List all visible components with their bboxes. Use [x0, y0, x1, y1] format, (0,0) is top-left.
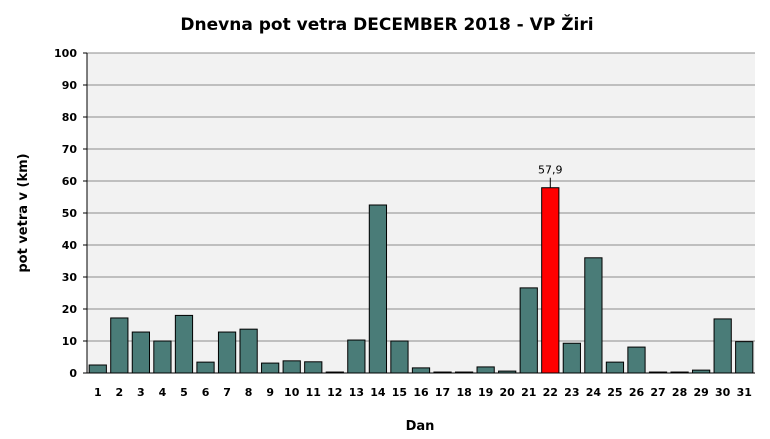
- y-tick-label: 100: [54, 47, 77, 60]
- x-tick-label: 27: [650, 386, 665, 399]
- bar: [627, 346, 646, 374]
- data-label: 57,9: [538, 164, 563, 177]
- bar: [88, 364, 107, 374]
- bar: [368, 204, 388, 374]
- bar: [519, 287, 538, 374]
- bar: [476, 366, 495, 374]
- x-tick-label: 3: [137, 386, 145, 399]
- x-tick-label: 7: [223, 386, 231, 399]
- x-tick-label: 23: [564, 386, 579, 399]
- bar: [174, 314, 194, 374]
- x-tick-label: 29: [693, 386, 708, 399]
- x-tick-label: 9: [266, 386, 274, 399]
- x-tick-label: 20: [500, 386, 516, 399]
- bar: [584, 257, 603, 374]
- x-tick-label: 18: [456, 386, 471, 399]
- x-tick-label: 28: [672, 386, 687, 399]
- x-tick-label: 31: [737, 386, 752, 399]
- bar: [605, 361, 625, 374]
- x-tick-label: 14: [370, 386, 386, 399]
- x-tick-label: 21: [521, 386, 536, 399]
- bar: [390, 340, 409, 374]
- y-tick-label: 30: [62, 271, 78, 284]
- y-tick-label: 60: [62, 175, 78, 188]
- x-tick-label: 22: [543, 386, 558, 399]
- y-tick-label: 10: [62, 335, 78, 348]
- bar: [153, 340, 172, 374]
- x-tick-label: 26: [629, 386, 645, 399]
- bar: [217, 331, 237, 374]
- bar: [304, 361, 323, 374]
- x-tick-label: 2: [115, 386, 123, 399]
- x-tick-label: 16: [413, 386, 429, 399]
- bar: [347, 339, 366, 374]
- bar: [239, 328, 258, 374]
- x-tick-label: 19: [478, 386, 493, 399]
- gridlines: [87, 52, 755, 374]
- bar: [110, 317, 129, 374]
- x-tick-label: 5: [180, 386, 188, 399]
- bar-highlight: [541, 187, 560, 374]
- x-axis-label: Dan: [406, 419, 435, 434]
- x-tick-label: 4: [159, 386, 167, 399]
- x-tick-label: 25: [607, 386, 622, 399]
- bar: [131, 331, 150, 374]
- x-tick-label: 8: [245, 386, 253, 399]
- y-tick-label: 20: [62, 303, 78, 316]
- x-tick-label: 6: [202, 386, 210, 399]
- bar: [735, 341, 754, 374]
- y-tick-label: 70: [62, 143, 78, 156]
- bar: [261, 362, 280, 374]
- bar: [282, 360, 301, 374]
- x-tick-label: 15: [392, 386, 407, 399]
- bar: [562, 342, 581, 374]
- x-tick-label: 24: [586, 386, 602, 399]
- x-tick-label: 10: [284, 386, 300, 399]
- y-tick-label: 50: [62, 207, 78, 220]
- y-tick-label: 80: [62, 111, 78, 124]
- annotations: 57,9: [538, 164, 563, 188]
- bar: [713, 318, 732, 374]
- x-axis-ticks: 1 2 3 4 5 6 7 8 9 10 11 12 13 14 15 16 17 18 19 20 21 22 23 24 2…: [94, 386, 752, 399]
- y-axis-ticks: 0 10 20 30 40 50 60 70 80 90 100: [54, 47, 87, 380]
- y-tick-label: 40: [62, 239, 78, 252]
- y-tick-label: 90: [62, 79, 78, 92]
- bar: [196, 361, 215, 374]
- y-tick-label: 0: [69, 367, 77, 380]
- x-tick-label: 1: [94, 386, 102, 399]
- x-tick-label: 17: [435, 386, 450, 399]
- x-tick-label: 11: [306, 386, 321, 399]
- x-tick-label: 13: [349, 386, 364, 399]
- x-tick-label: 12: [327, 386, 342, 399]
- bar: [411, 367, 431, 374]
- x-tick-label: 30: [715, 386, 731, 399]
- y-axis-label: pot vetra v (km): [16, 153, 31, 272]
- chart-title: Dnevna pot vetra DECEMBER 2018 - VP Žiri: [180, 13, 593, 35]
